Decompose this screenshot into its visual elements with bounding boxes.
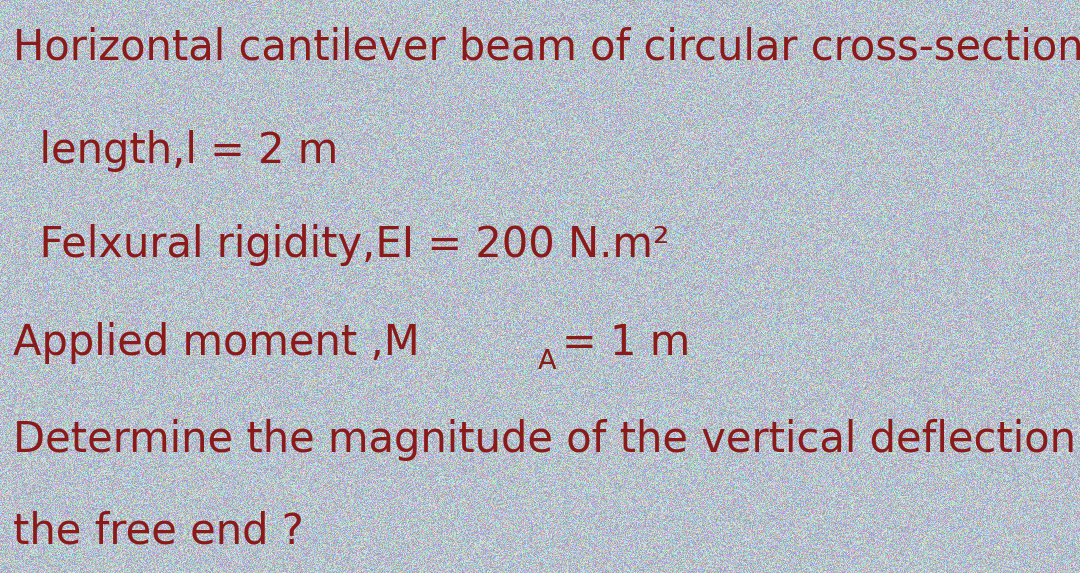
Text: A: A xyxy=(538,350,556,375)
Text: Felxural rigidity,EI = 200 N.m²: Felxural rigidity,EI = 200 N.m² xyxy=(13,225,670,266)
Text: length,l = 2 m: length,l = 2 m xyxy=(13,130,338,172)
Text: Horizontal cantilever beam of circular cross-section;: Horizontal cantilever beam of circular c… xyxy=(13,27,1080,69)
Text: Applied moment ,M: Applied moment ,M xyxy=(13,322,420,364)
Text: = 1 m: = 1 m xyxy=(562,322,690,364)
Text: Determine the magnitude of the vertical deflection of: Determine the magnitude of the vertical … xyxy=(13,419,1080,461)
Text: the free end ?: the free end ? xyxy=(13,511,303,553)
